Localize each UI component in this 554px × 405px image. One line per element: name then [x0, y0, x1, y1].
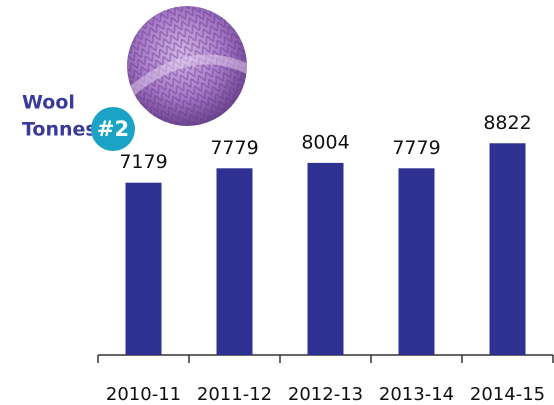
value-label: 8004 — [301, 131, 349, 153]
bar — [398, 168, 435, 355]
bar — [489, 143, 526, 355]
wool-image — [127, 6, 247, 126]
x-tick-label: 2010-11 — [106, 384, 181, 405]
chart-title: Wool — [22, 92, 75, 114]
x-tick-label: 2012-13 — [288, 384, 363, 405]
chart-subtitle: Tonnes — [22, 119, 97, 141]
value-label: 8822 — [483, 112, 531, 134]
x-tick-label: 2014-15 — [470, 384, 545, 405]
bar — [125, 182, 162, 355]
value-label: 7779 — [392, 137, 440, 159]
value-label: 7179 — [119, 151, 167, 173]
x-tick-label: 2013-14 — [379, 384, 454, 405]
x-tick-label: 2011-12 — [197, 384, 272, 405]
badge-text: #2 — [97, 117, 129, 141]
badge — [91, 107, 135, 151]
bar — [216, 168, 253, 355]
bar — [307, 162, 344, 355]
value-label: 7779 — [210, 137, 258, 159]
